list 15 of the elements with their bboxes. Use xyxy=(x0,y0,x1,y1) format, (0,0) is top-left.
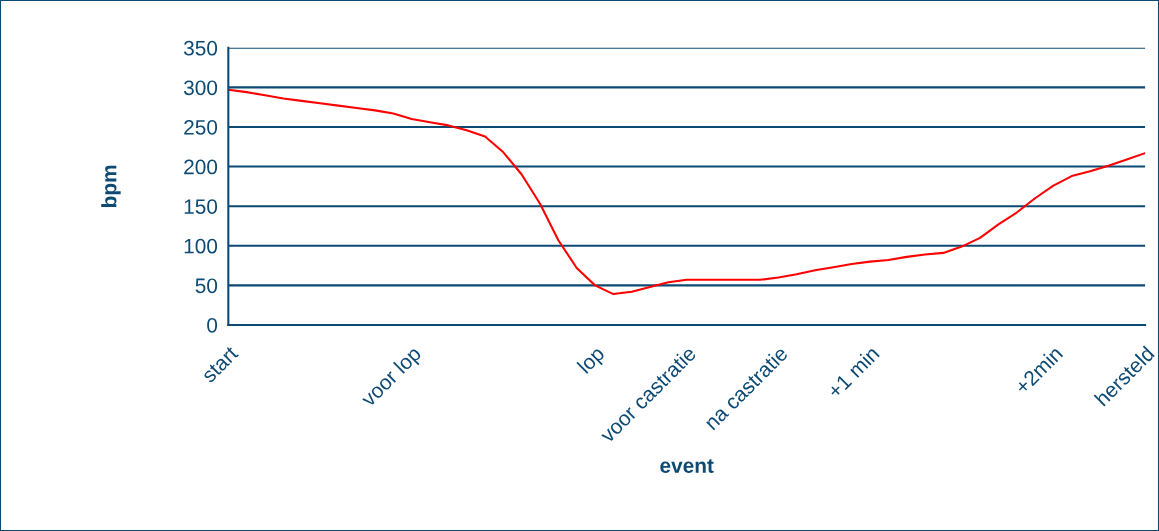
y-axis-title: bpm xyxy=(101,165,121,207)
x-tick-label: lop xyxy=(576,345,609,377)
y-tick-label: 200 xyxy=(184,159,218,175)
y-tick-label: 100 xyxy=(184,238,218,254)
y-tick-label: 350 xyxy=(183,40,218,56)
y-tick-label: 150 xyxy=(184,199,218,214)
x-tick-label: voor lop xyxy=(359,345,425,411)
x-tick-label: start xyxy=(201,345,240,384)
x-axis-title: event xyxy=(660,459,714,473)
y-tick-label: 300 xyxy=(183,80,218,96)
y-tick-label: 250 xyxy=(184,119,218,135)
line-series xyxy=(228,88,1146,296)
x-tick-label: +1 min xyxy=(826,345,880,399)
y-tick-label: 0 xyxy=(207,317,218,333)
y-tick-label: 50 xyxy=(195,278,218,294)
